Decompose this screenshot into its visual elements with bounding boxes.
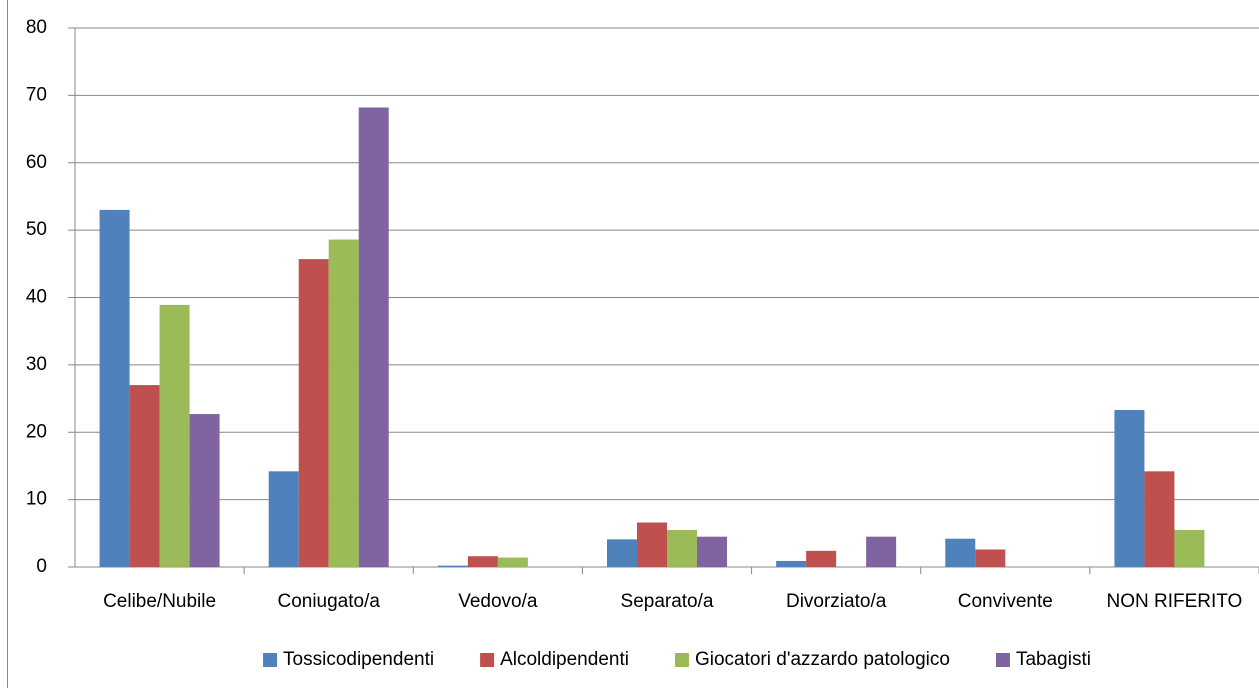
legend-swatch (995, 653, 1010, 667)
bar (437, 565, 468, 567)
bar (637, 522, 667, 567)
chart-border (7, 0, 8, 688)
bar (697, 536, 727, 567)
bar (159, 304, 190, 567)
y-tick-label: 70 (26, 84, 47, 105)
bar (129, 385, 160, 567)
bar (189, 414, 220, 567)
y-tick-label: 60 (26, 152, 47, 173)
bar (497, 557, 528, 567)
legend-swatch (674, 653, 689, 667)
legend-label: Giocatori d'azzardo patologico (695, 649, 950, 670)
bar (667, 529, 697, 567)
legend-label: Alcoldipendenti (500, 649, 629, 670)
legend-swatch (480, 653, 495, 667)
bar (298, 259, 329, 567)
bar (358, 107, 389, 567)
legend-swatch (263, 653, 278, 667)
y-tick-label: 0 (36, 556, 47, 577)
legend-label: Tabagisti (1016, 649, 1091, 670)
bar (866, 536, 897, 567)
y-tick-label: 10 (26, 489, 47, 510)
bar (776, 560, 807, 567)
bar (975, 549, 1006, 567)
bar (99, 209, 130, 567)
bar (1174, 529, 1205, 567)
bar (328, 239, 359, 567)
bar (607, 539, 637, 567)
y-tick-label: 30 (26, 354, 47, 375)
y-tick-label: 40 (26, 287, 47, 308)
y-tick-label: 80 (26, 17, 47, 38)
x-tick-label: NON RIFERITO (1107, 591, 1243, 612)
legend-label: Tossicodipendenti (283, 649, 434, 670)
bar (467, 556, 498, 567)
bar (268, 471, 299, 567)
x-tick-label: Celibe/Nubile (103, 591, 216, 612)
x-tick-label: Separato/a (621, 591, 714, 612)
x-tick-label: Coniugato/a (277, 591, 380, 612)
x-tick-label: Divorziato/a (786, 591, 887, 612)
bar (945, 538, 976, 567)
x-tick-label: Convivente (958, 591, 1053, 612)
bar (1144, 471, 1175, 567)
bar (806, 550, 837, 567)
x-tick-label: Vedovo/a (458, 591, 538, 612)
y-tick-label: 50 (26, 219, 47, 240)
bar (1114, 410, 1145, 567)
y-tick-label: 20 (26, 421, 47, 442)
